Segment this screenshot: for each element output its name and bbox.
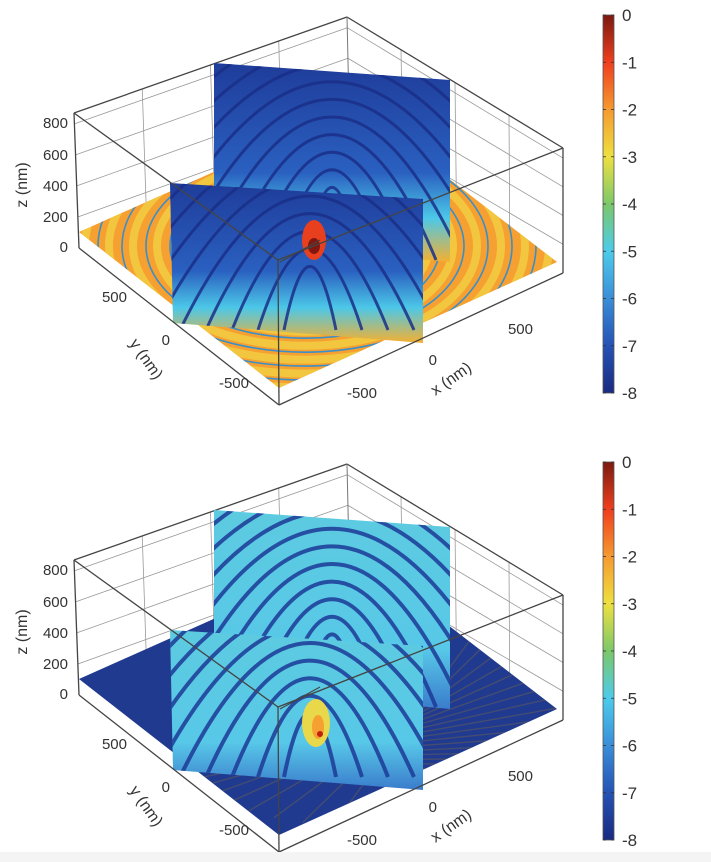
x-tick-label: 0	[429, 799, 437, 816]
box-edge	[346, 463, 564, 596]
colorbar-tick-label: -8	[622, 831, 637, 850]
gridline-left-wall	[141, 88, 148, 224]
x-tick-label: 500	[508, 321, 533, 338]
colorbar-tick-label: -1	[622, 500, 637, 519]
box-edge	[73, 112, 279, 261]
colorbar-tick-label: -3	[622, 148, 637, 167]
slice-y0-pattern	[170, 630, 423, 779]
colorbar-tick-label: -7	[622, 337, 637, 356]
box-edge	[78, 247, 280, 406]
slice-y0-pattern	[170, 183, 423, 331]
box-edge	[73, 112, 80, 249]
colorbar-tick-label: -8	[622, 384, 637, 403]
slice-x0-wavefront	[214, 80, 450, 261]
z-tick-label: 600	[43, 147, 68, 164]
y-axis-label: y (nm)	[126, 336, 166, 383]
gridline-right-wall	[508, 562, 511, 690]
box-edge	[278, 272, 564, 406]
slice-x0-wavefront	[214, 544, 450, 708]
axis-intersection-line	[279, 686, 321, 710]
slice-y0	[170, 183, 423, 343]
colorbar-tick-label: -4	[622, 642, 637, 661]
x-tick-label: -500	[347, 832, 377, 849]
z-tick-label: 200	[43, 209, 68, 226]
box-edge	[73, 16, 348, 114]
colorbar-tick-label: -2	[622, 548, 637, 567]
colorbar-tick-label: -5	[622, 689, 637, 708]
box-edge	[73, 559, 80, 696]
axis-intersection-line	[279, 239, 321, 263]
slice-x0-wavefront	[214, 526, 450, 708]
box-edge	[73, 559, 279, 708]
panel-1: 0 200 400 600 800 -500 0 500 -500 0 500 z (nm) y (nm…	[14, 6, 637, 406]
z-tick-label: 400	[43, 178, 68, 195]
z-tick-label: 800	[43, 115, 68, 132]
slice-y0-wavefront	[170, 183, 423, 331]
colorbar-tick-label: -6	[622, 290, 637, 309]
gridline-right-wall	[508, 115, 511, 243]
x-tick-label: 0	[429, 352, 437, 369]
y-tick-label: 0	[162, 332, 170, 349]
bottom-strip	[0, 852, 711, 862]
z-tick-label: 800	[43, 562, 68, 579]
slice-y0-wavefront	[204, 212, 416, 331]
z-tick-label: 200	[43, 656, 68, 673]
slice-y0-wavefront	[282, 264, 338, 331]
slice-y0-wavefront	[256, 694, 364, 778]
z-tick-label: 0	[60, 239, 68, 256]
colorbar-tick-label: -7	[622, 784, 637, 803]
box-edge	[277, 147, 564, 261]
slice-y0-wavefront	[204, 658, 416, 778]
x-tick-label: -500	[347, 385, 377, 402]
slice-y0-wavefront	[178, 194, 423, 331]
colorbar-tick-label: -5	[622, 242, 637, 261]
slice-y0	[170, 630, 423, 790]
gridline-left-wall	[141, 535, 148, 671]
z-axis-label: z (nm)	[14, 609, 31, 654]
y-tick-label: -500	[219, 375, 249, 392]
box-edge	[73, 463, 348, 561]
panel-2: 0 200 400 600 800 -500 0 500 -500 0 500 z (nm) y (nm…	[14, 453, 637, 853]
box-edge	[277, 259, 280, 406]
slice-y0-wavefront	[230, 676, 390, 778]
colorbar-tick-label: -4	[622, 195, 637, 214]
y-tick-label: 500	[102, 289, 127, 306]
box-edge	[346, 16, 564, 149]
box-edge	[277, 706, 280, 853]
box-edge	[277, 594, 564, 708]
y-tick-label: 500	[102, 736, 127, 753]
y-tick-label: 0	[162, 779, 170, 796]
colorbar-tick-label: -3	[622, 595, 637, 614]
slice-y0-wavefront	[178, 641, 423, 778]
colorbar-tick-label: -1	[622, 53, 637, 72]
z-axis-label: z (nm)	[14, 162, 31, 207]
colorbar-tick-label: -2	[622, 101, 637, 120]
slice-y0-wavefront	[170, 630, 423, 778]
box-edge	[78, 694, 280, 853]
slice-y0-wavefront	[170, 183, 423, 331]
x-tick-label: 500	[508, 768, 533, 785]
colorbar-tick-label: 0	[622, 453, 631, 472]
slice-y0-wavefront	[170, 630, 423, 778]
y-axis-label: y (nm)	[126, 783, 166, 830]
z-tick-label: 600	[43, 594, 68, 611]
slice-x0-wavefront	[214, 98, 450, 261]
z-tick-label: 0	[60, 686, 68, 703]
slice-source	[317, 731, 323, 737]
y-tick-label: -500	[219, 822, 249, 839]
colorbar-tick-label: 0	[622, 6, 631, 25]
box-edge	[278, 719, 564, 853]
z-tick-label: 400	[43, 625, 68, 642]
colorbar-tick-label: -6	[622, 737, 637, 756]
